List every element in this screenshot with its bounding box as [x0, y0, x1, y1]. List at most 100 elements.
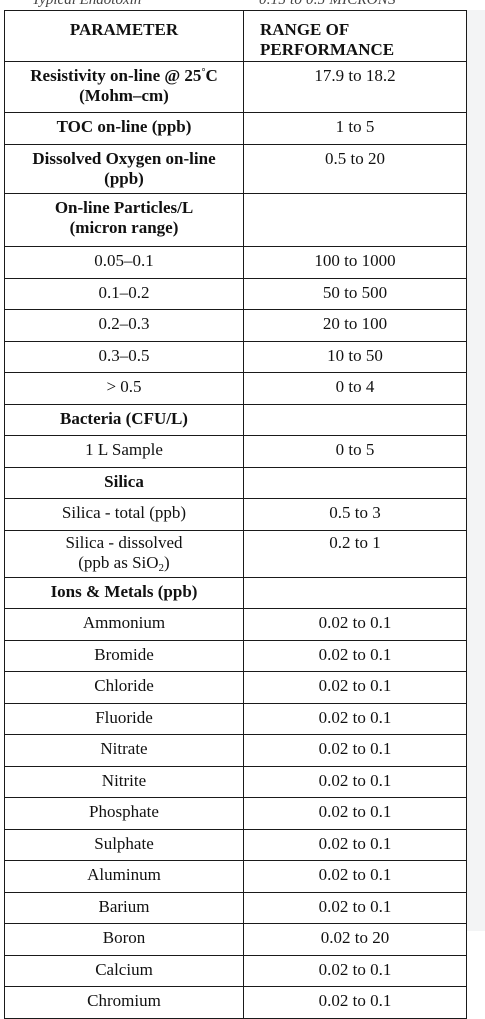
ion-value: 0.02 to 0.1: [243, 608, 467, 641]
ion-value: 0.02 to 0.1: [243, 954, 467, 987]
table-row: Bromide 0.02 to 0.1: [4, 639, 467, 672]
table-row: 0.1–0.2 50 to 500: [4, 277, 467, 310]
param-resistivity: Resistivity on-line @ 25°C (Mohm–cm): [4, 61, 244, 113]
ion-value: 0.02 to 0.1: [243, 639, 467, 672]
column-header-parameter-text: PARAMETER: [69, 20, 179, 39]
table-row: Silica - total (ppb) 0.5 to 3: [4, 498, 467, 531]
particle-range: 0.2–0.3: [4, 309, 244, 342]
silica-total: Silica - total (ppb): [4, 498, 244, 531]
table-row: Chloride 0.02 to 0.1: [4, 671, 467, 704]
table-row: Ammonium 0.02 to 0.1: [4, 608, 467, 641]
resistivity-label-b: C: [205, 66, 218, 85]
cropped-row-value: 0.15 to 0.5 MICRONS: [259, 0, 396, 8]
particle-range: > 0.5: [4, 372, 244, 405]
ion-value: 0.02 to 0.1: [243, 828, 467, 861]
table-row: Calcium 0.02 to 0.1: [4, 954, 467, 987]
table-row: Bacteria (CFU/L): [4, 403, 467, 436]
ion-name: Nitrate: [4, 734, 244, 767]
ion-value: 0.02 to 0.1: [243, 671, 467, 704]
table-row: 0.3–0.5 10 to 50: [4, 340, 467, 373]
section-silica: Silica: [4, 466, 244, 499]
value-resistivity: 17.9 to 18.2: [243, 61, 467, 113]
subscript-two: 2: [158, 561, 165, 574]
column-header-range-text: RANGE OF PERFORMANCE: [260, 11, 466, 60]
column-header-range-line1: RANGE OF: [260, 20, 350, 39]
column-header-range-line2: PERFORMANCE: [260, 40, 395, 59]
silica-dissolved-value: 0.2 to 1: [243, 529, 467, 578]
particle-value: 10 to 50: [243, 340, 467, 373]
table-row: Aluminum 0.02 to 0.1: [4, 860, 467, 893]
table-row: 1 L Sample 0 to 5: [4, 435, 467, 468]
empty-cell: [243, 403, 467, 436]
column-header-parameter: PARAMETER: [4, 10, 244, 62]
ion-name: Ammonium: [4, 608, 244, 641]
particle-range: 0.05–0.1: [4, 246, 244, 279]
resistivity-label-a: Resistivity on-line @ 25: [30, 66, 202, 85]
water-quality-table: PARAMETER RANGE OF PERFORMANCE Resistivi…: [4, 10, 467, 1019]
ion-name: Chloride: [4, 671, 244, 704]
particle-value: 20 to 100: [243, 309, 467, 342]
ion-value: 0.02 to 0.1: [243, 797, 467, 830]
section-particles: On-line Particles/L (micron range): [4, 193, 244, 247]
table-row: Resistivity on-line @ 25°C (Mohm–cm) 17.…: [4, 61, 467, 113]
cropped-row-label: Typical Endotoxin: [32, 0, 142, 8]
ion-value: 0.02 to 0.1: [243, 891, 467, 924]
section-bacteria: Bacteria (CFU/L): [4, 403, 244, 436]
ion-name: Barium: [4, 891, 244, 924]
table-row: Dissolved Oxygen on-line (ppb) 0.5 to 20: [4, 144, 467, 194]
table-row: On-line Particles/L (micron range): [4, 193, 467, 247]
ion-value: 0.02 to 0.1: [243, 765, 467, 798]
particle-range: 0.3–0.5: [4, 340, 244, 373]
silica-dissolved: Silica - dissolved (ppb as SiO2): [4, 529, 244, 578]
empty-cell: [243, 193, 467, 247]
page-edge-shade: [466, 10, 485, 931]
silica-total-value: 0.5 to 3: [243, 498, 467, 531]
ion-name: Fluoride: [4, 702, 244, 735]
ion-value: 0.02 to 0.1: [243, 986, 467, 1019]
do-label-line2: (ppb): [104, 169, 144, 188]
ion-value: 0.02 to 0.1: [243, 860, 467, 893]
table-row: TOC on-line (ppb) 1 to 5: [4, 112, 467, 145]
ion-value: 0.02 to 0.1: [243, 734, 467, 767]
particle-value: 50 to 500: [243, 277, 467, 310]
table-row: Boron 0.02 to 20: [4, 923, 467, 956]
particle-range: 0.1–0.2: [4, 277, 244, 310]
table-row: 0.05–0.1 100 to 1000: [4, 246, 467, 279]
empty-cell: [243, 466, 467, 499]
section-ions-metals: Ions & Metals (ppb): [4, 576, 244, 609]
resistivity-unit: (Mohm–cm): [79, 86, 169, 105]
bacteria-value: 0 to 5: [243, 435, 467, 468]
param-toc: TOC on-line (ppb): [4, 112, 244, 145]
particle-value: 0 to 4: [243, 372, 467, 405]
document-page: Typical Endotoxin 0.15 to 0.5 MICRONS PA…: [4, 0, 485, 1019]
value-toc: 1 to 5: [243, 112, 467, 145]
ion-name: Boron: [4, 923, 244, 956]
table-row: Silica: [4, 466, 467, 499]
table-row: Chromium 0.02 to 0.1: [4, 986, 467, 1019]
particles-header-line1: On-line Particles/L: [54, 198, 194, 217]
silica-dissolved-line1: Silica - dissolved: [65, 532, 183, 552]
column-header-range: RANGE OF PERFORMANCE: [243, 10, 467, 62]
table-row: Ions & Metals (ppb): [4, 576, 467, 609]
table-row: > 0.5 0 to 4: [4, 372, 467, 405]
table-row: 0.2–0.3 20 to 100: [4, 309, 467, 342]
ion-name: Chromium: [4, 986, 244, 1019]
silica-dissolved-line2: (ppb as SiO: [78, 552, 159, 572]
degree-symbol: °: [201, 67, 206, 78]
table-row: Nitrate 0.02 to 0.1: [4, 734, 467, 767]
ion-name: Nitrite: [4, 765, 244, 798]
particles-header-line2: (micron range): [69, 218, 179, 237]
ion-name: Calcium: [4, 954, 244, 987]
table-row: Fluoride 0.02 to 0.1: [4, 702, 467, 735]
value-dissolved-oxygen: 0.5 to 20: [243, 144, 467, 194]
particle-value: 100 to 1000: [243, 246, 467, 279]
ion-value: 0.02 to 0.1: [243, 702, 467, 735]
silica-dissolved-close: ): [164, 552, 170, 572]
ion-name: Bromide: [4, 639, 244, 672]
table-row: Sulphate 0.02 to 0.1: [4, 828, 467, 861]
param-dissolved-oxygen: Dissolved Oxygen on-line (ppb): [4, 144, 244, 194]
ion-name: Phosphate: [4, 797, 244, 830]
cropped-previous-row: Typical Endotoxin 0.15 to 0.5 MICRONS: [4, 0, 466, 10]
table-row: Silica - dissolved (ppb as SiO2) 0.2 to …: [4, 529, 467, 578]
ion-value: 0.02 to 20: [243, 923, 467, 956]
